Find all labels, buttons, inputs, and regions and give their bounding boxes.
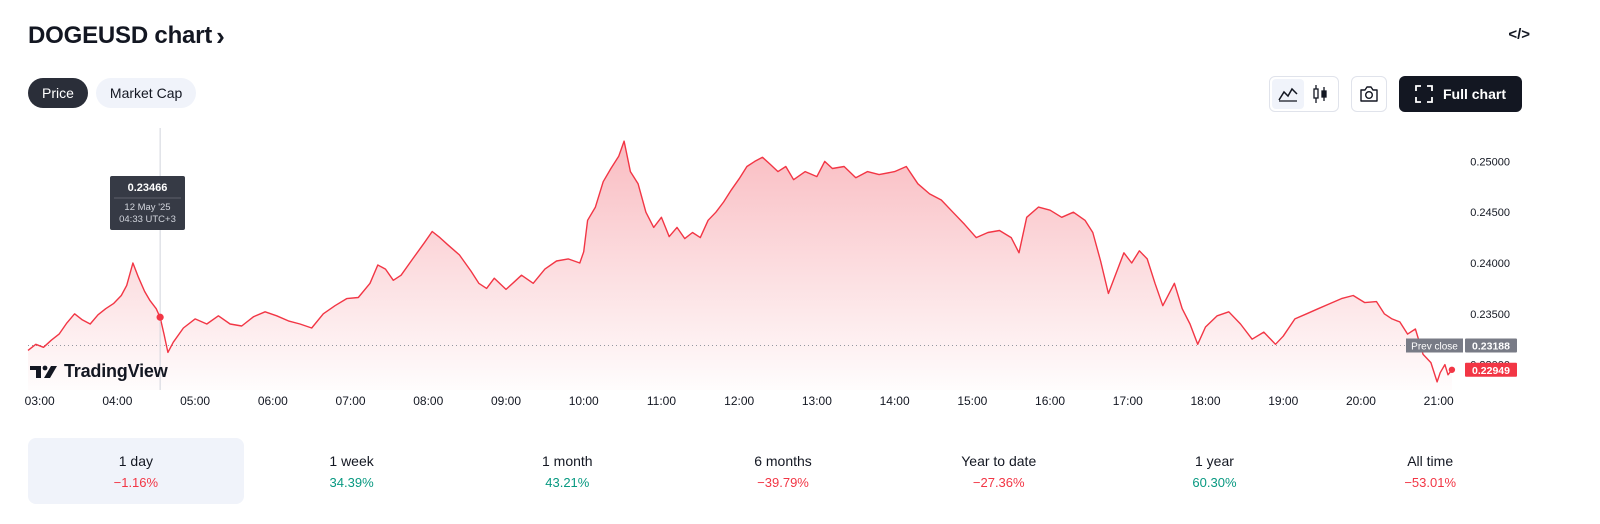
x-tick-label: 11:00	[647, 394, 676, 408]
y-tick-label: 0.25000	[1470, 156, 1510, 168]
period-label: Year to date	[961, 452, 1037, 469]
last-price-tag	[1465, 362, 1517, 377]
line-chart-icon	[1278, 87, 1298, 102]
full-chart-label: Full chart	[1442, 86, 1506, 102]
x-tick-label: 06:00	[258, 394, 288, 408]
chart-title-link[interactable]: DOGEUSD chart ›	[28, 22, 225, 50]
x-tick-label: 16:00	[1035, 394, 1065, 408]
x-tick-label: 14:00	[880, 394, 910, 408]
period-6-months[interactable]: 6 months −39.79%	[675, 438, 891, 504]
crosshair-dot	[156, 313, 164, 321]
x-tick-label: 13:00	[802, 394, 832, 408]
last-price-dot	[1448, 366, 1456, 373]
screenshot-button[interactable]	[1350, 76, 1387, 112]
period-change: 43.21%	[545, 474, 590, 490]
tradingview-logo[interactable]: TradingView	[30, 361, 168, 382]
period-1-year[interactable]: 1 year 60.30%	[1107, 438, 1323, 504]
x-tick-label: 05:00	[180, 394, 210, 408]
candlestick-chart-button[interactable]	[1304, 79, 1336, 109]
tooltip-date: 12 May '25	[124, 202, 170, 213]
tooltip-value: 0.23466	[128, 182, 168, 194]
period-change: −27.36%	[972, 474, 1025, 490]
period-label: 1 day	[118, 452, 153, 469]
y-tick-label: 0.24500	[1470, 207, 1510, 219]
camera-icon	[1360, 86, 1378, 102]
x-tick-label: 03:00	[25, 394, 55, 408]
period-label: All time	[1407, 452, 1454, 469]
period-label: 1 week	[329, 452, 374, 469]
y-tick-label: 0.23500	[1470, 309, 1510, 321]
period-change: −1.16%	[113, 474, 159, 490]
period-1-day[interactable]: 1 day −1.16%	[28, 438, 244, 504]
y-tick-label: 0.24000	[1470, 258, 1510, 270]
x-tick-label: 08:00	[413, 394, 443, 408]
period-label: 1 month	[542, 452, 593, 469]
tab-price[interactable]: Price	[28, 78, 88, 108]
x-tick-label: 07:00	[336, 394, 366, 408]
period-label: 1 year	[1194, 452, 1234, 469]
period-change: 60.30%	[1192, 474, 1237, 490]
tab-market-cap[interactable]: Market Cap	[95, 78, 197, 108]
period-year-to-date[interactable]: Year to date −27.36%	[891, 438, 1107, 504]
period-all-time[interactable]: All time −53.01%	[1322, 438, 1538, 504]
prev-close-tag	[1406, 338, 1463, 353]
price-area-fill	[28, 141, 1452, 390]
x-tick-label: 21:00	[1424, 394, 1454, 408]
chart-tabs: Price Market Cap	[28, 78, 197, 108]
full-chart-button[interactable]: Full chart	[1398, 76, 1522, 112]
x-tick-label: 12:00	[724, 394, 754, 408]
period-selector: 1 day −1.16% 1 week 34.39% 1 month 43.21…	[28, 438, 1538, 504]
tradingview-logo-icon	[30, 365, 57, 378]
prev-close-value: 0.23188	[1472, 340, 1510, 352]
period-change: 34.39%	[329, 474, 374, 490]
period-1-month[interactable]: 1 month 43.21%	[459, 438, 675, 504]
last-price-value: 0.22949	[1472, 365, 1510, 377]
line-chart-button[interactable]	[1271, 79, 1304, 109]
embed-code-button[interactable]: </>	[1508, 26, 1530, 43]
x-tick-label: 19:00	[1268, 394, 1298, 408]
candlestick-icon	[1313, 85, 1327, 103]
x-tick-label: 04:00	[102, 394, 132, 408]
chevron-right-icon: ›	[216, 21, 225, 51]
chart-title: DOGEUSD chart	[28, 22, 213, 49]
prev-close-label: Prev close	[1411, 341, 1458, 352]
period-1-week[interactable]: 1 week 34.39%	[244, 438, 460, 504]
chart-toolbar: Full chart	[1268, 76, 1522, 112]
x-tick-label: 15:00	[957, 394, 987, 408]
x-tick-label: 18:00	[1190, 394, 1220, 408]
fullscreen-icon	[1415, 85, 1433, 103]
x-tick-label: 09:00	[491, 394, 521, 408]
tooltip-time: 04:33 UTC+3	[119, 214, 176, 225]
period-change: −39.79%	[757, 474, 809, 490]
tradingview-logo-text: TradingView	[64, 361, 168, 381]
chart-type-switcher	[1268, 76, 1339, 112]
price-line	[27, 140, 1453, 383]
x-tick-label: 20:00	[1346, 394, 1376, 408]
period-change: −53.01%	[1404, 474, 1457, 490]
x-tick-label: 17:00	[1113, 394, 1143, 408]
prev-close-value-tag	[1465, 338, 1517, 353]
x-tick-label: 10:00	[569, 394, 599, 408]
period-label: 6 months	[754, 452, 812, 469]
tooltip-box	[110, 176, 185, 230]
